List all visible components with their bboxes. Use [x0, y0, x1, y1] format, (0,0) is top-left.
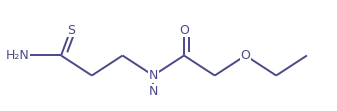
- Text: O: O: [179, 24, 189, 37]
- Text: N: N: [149, 69, 158, 82]
- Text: O: O: [241, 49, 250, 62]
- Text: N: N: [149, 85, 158, 98]
- Text: S: S: [67, 24, 75, 37]
- Text: H₂N: H₂N: [6, 49, 30, 62]
